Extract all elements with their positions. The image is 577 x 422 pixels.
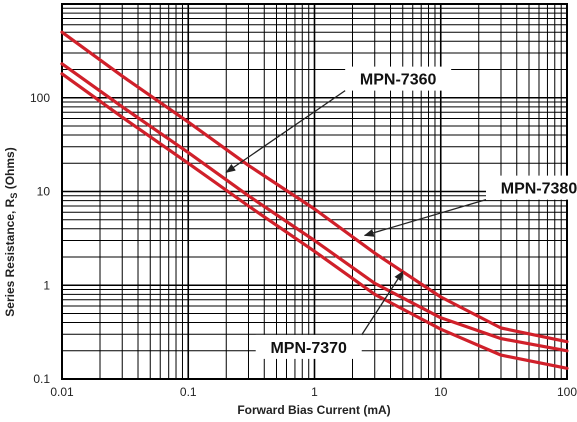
callout-label: MPN-7370 <box>270 340 347 357</box>
y-tick-label: 0.1 <box>33 372 50 386</box>
y-axis-title-unit: (Ohms) <box>3 147 17 192</box>
y-tick-label: 1 <box>43 278 50 292</box>
x-tick-label: 0.01 <box>50 385 74 399</box>
y-axis-title-main: Series Resistance, R <box>3 198 17 316</box>
series-line-mpn-7360 <box>60 30 569 344</box>
callout-arrow <box>225 90 346 173</box>
y-tick-label: 100 <box>30 91 50 105</box>
callout-mpn-7380: MPN-7380 <box>363 175 577 237</box>
callout-arrow <box>363 198 487 237</box>
y-axis-title-subscript: S <box>9 193 19 199</box>
x-tick-labels: 0.01 0.1 1 10 100 <box>50 385 577 399</box>
x-tick-label: 1 <box>311 385 318 399</box>
callout-layer: MPN-7360 MPN-7380 MPN-7370 <box>225 66 577 359</box>
callout-arrow <box>361 270 404 336</box>
x-tick-label: 0.1 <box>180 385 197 399</box>
callout-label: MPN-7380 <box>501 181 577 198</box>
series-line-mpn-7380 <box>60 62 569 353</box>
x-tick-label: 100 <box>557 385 577 399</box>
y-tick-label: 10 <box>37 185 51 199</box>
callout-label: MPN-7360 <box>360 72 437 89</box>
x-axis-title: Forward Bias Current (mA) <box>237 403 390 417</box>
callout-box <box>345 66 452 91</box>
y-axis-title: Series Resistance, RS (Ohms) <box>3 147 19 316</box>
x-tick-label: 10 <box>434 385 448 399</box>
callout-mpn-7360: MPN-7360 <box>225 66 452 173</box>
callout-mpn-7370: MPN-7370 <box>255 270 404 359</box>
y-tick-labels: 0.1 1 10 100 <box>30 91 50 386</box>
series-layer <box>60 30 569 370</box>
series-line-mpn-7370 <box>60 72 569 370</box>
callout-box <box>485 175 577 200</box>
callout-box <box>255 334 362 359</box>
